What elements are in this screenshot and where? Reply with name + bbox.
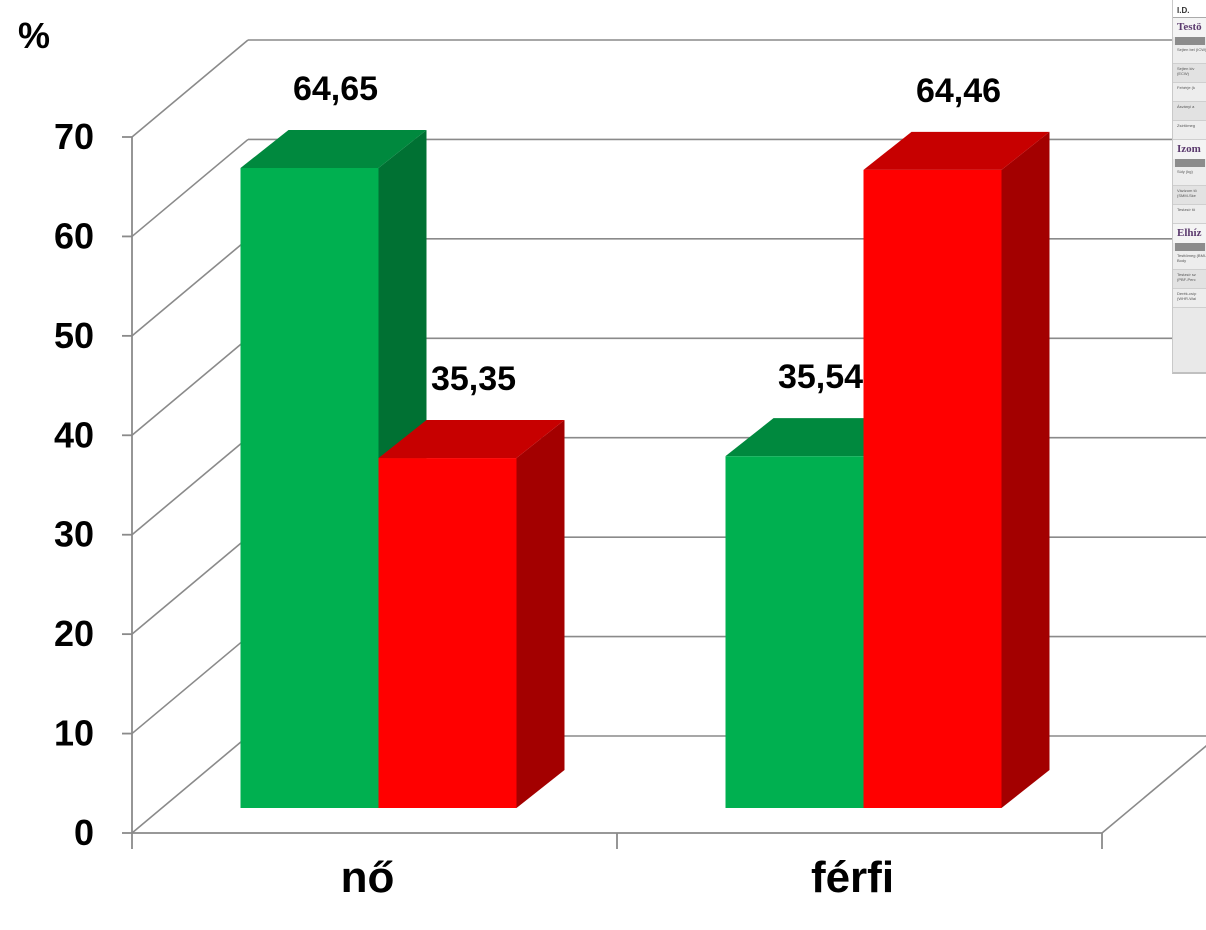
inset-row: Sejten bel (ICW) [1173,45,1206,64]
axes [122,136,1103,849]
inset-row: Ásványi a [1173,102,1206,121]
gridline-side [131,536,249,635]
y-tick-label: 0 [74,812,94,853]
data-label: 64,65 [293,70,378,108]
bar-front [240,168,379,808]
data-label: 35,35 [431,360,516,398]
gridline-side [131,138,249,238]
inset-header-bar [1175,159,1205,167]
inset-row: Testzsír sz (PBF-Perc [1173,270,1206,289]
inset-section-obesity: Elhíz Testtömeg (BMI-Body Testzsír sz (P… [1173,224,1206,308]
inset-row: Zsírtömeg [1173,121,1206,140]
inset-section-body-composition: Testö Sejten bel (ICW) Sejten kiv (ECW) … [1173,18,1206,140]
x-category-label: nő [341,853,395,902]
inset-row: Súly (kg) [1173,167,1206,186]
bar-front [725,456,864,808]
bar-top [863,131,1050,170]
bar-férfi-1 [863,131,1050,809]
inset-header-bar [1175,243,1205,251]
gridline-side [131,635,249,735]
y-tick-label: 70 [54,116,94,157]
data-label: 35,54 [778,358,863,396]
floor-edge [1101,744,1206,834]
bar-top [240,130,427,168]
y-tick-label: 40 [54,414,94,455]
inset-id-label: I.D. [1173,0,1206,18]
inset-section-muscle: Izom Súly (kg) Vázizom tö (SMM-Ske Testz… [1173,140,1206,224]
inset-row: Sejten kiv (ECW) [1173,64,1206,83]
inset-section-title: Elhíz [1173,224,1206,243]
gridline-side [131,337,249,436]
y-tick-label: 20 [54,613,94,654]
data-label: 64,46 [916,72,1001,110]
inset-row: Vázizom tö (SMM-Ske [1173,186,1206,205]
bar-front [863,169,1002,809]
x-category-label: férfi [811,853,894,902]
inset-thumbnail: I.D. Testö Sejten bel (ICW) Sejten kiv (… [1172,0,1206,374]
bar-side [516,420,565,808]
inset-section-title: Testö [1173,18,1206,37]
gridline-side [131,238,249,337]
bar-side [1001,131,1050,809]
gridline-side [131,39,249,138]
gridline-side [131,437,249,536]
inset-row: Testzsír tö [1173,205,1206,224]
bar-top [378,420,565,459]
y-tick-label: 50 [54,315,94,356]
chart-text: 0 10 20 30 40 50 60 70 nő férfi% 64,65 35,35 35,54 64… [18,15,1001,902]
inset-row: Derék-csíp (WHR-Wai [1173,289,1206,308]
inset-header-bar [1175,37,1205,45]
gridline-side [131,735,249,834]
inset-row: Fehérje (k [1173,83,1206,102]
bar-front [378,458,517,808]
bar-nő-1 [378,420,565,808]
inset-section-title: Izom [1173,140,1206,159]
y-tick-label: 10 [54,713,94,754]
y-tick-label: 60 [54,215,94,256]
inset-row: Testtömeg (BMI-Body [1173,251,1206,270]
y-axis-label: % [18,15,50,56]
bars [240,130,1050,809]
y-tick-label: 30 [54,514,94,555]
